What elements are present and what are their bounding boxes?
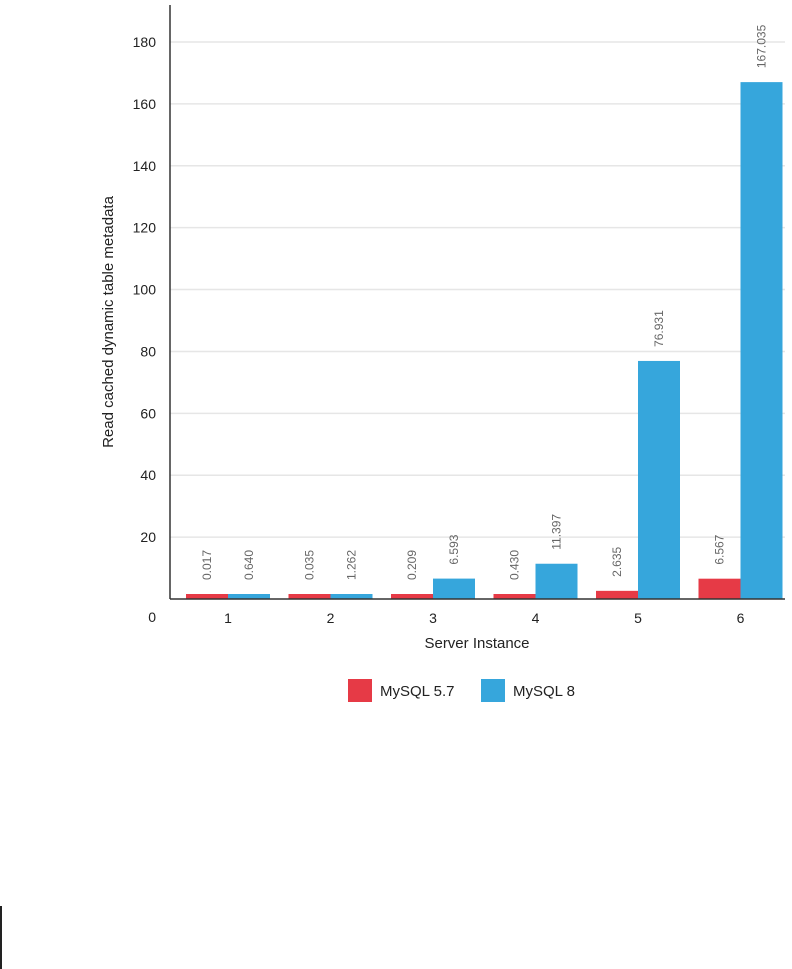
data-label: 2.635 bbox=[610, 546, 624, 576]
bar bbox=[638, 360, 680, 599]
bar bbox=[698, 578, 741, 599]
y-tick-labels: 0 20 40 60 80 100 120 140 160 180 bbox=[133, 34, 157, 625]
x-tick-label: 1 bbox=[224, 610, 232, 626]
y-axis-title: Read cached dynamic table metadata bbox=[100, 195, 117, 447]
x-tick-label: 6 bbox=[737, 610, 745, 626]
data-label: 0.017 bbox=[200, 550, 214, 580]
y-tick-label: 80 bbox=[140, 343, 156, 359]
y-tick-label: 60 bbox=[140, 405, 156, 421]
y-tick-label: 0 bbox=[148, 609, 156, 625]
y-tick-label: 100 bbox=[133, 282, 157, 298]
data-label: 6.567 bbox=[713, 534, 727, 564]
data-label: 76.931 bbox=[652, 310, 666, 347]
y-tick-label: 140 bbox=[133, 158, 157, 174]
data-label: 0.035 bbox=[303, 550, 317, 580]
bar bbox=[330, 594, 373, 599]
axes bbox=[169, 5, 785, 600]
x-tick-label: 4 bbox=[532, 610, 540, 626]
bar bbox=[391, 594, 433, 599]
data-label: 0.209 bbox=[405, 550, 419, 580]
bar bbox=[228, 594, 270, 599]
x-axis-title: Server Instance bbox=[424, 635, 529, 652]
legend-label: MySQL 8 bbox=[513, 683, 575, 700]
bar bbox=[535, 563, 578, 599]
data-label: 6.593 bbox=[447, 534, 461, 564]
data-label: 0.640 bbox=[242, 550, 256, 580]
x-tick-label: 3 bbox=[429, 610, 437, 626]
edge-divider bbox=[0, 906, 2, 969]
x-tick-label: 5 bbox=[634, 610, 642, 626]
legend: MySQL 5.7 MySQL 8 bbox=[348, 679, 575, 702]
data-labels: 0.017 0.640 0.035 1.262 0.209 6.593 0.430 11.39… bbox=[200, 24, 769, 580]
x-tick-labels: 1 2 3 4 5 6 bbox=[224, 610, 745, 626]
bar bbox=[596, 590, 638, 599]
grid-lines bbox=[170, 41, 785, 538]
data-label: 1.262 bbox=[345, 550, 359, 580]
data-label: 0.430 bbox=[508, 550, 522, 580]
y-tick-label: 40 bbox=[140, 467, 156, 483]
bar bbox=[288, 594, 331, 599]
legend-swatch bbox=[348, 679, 372, 702]
bar bbox=[493, 594, 536, 599]
data-label: 11.397 bbox=[550, 514, 564, 550]
bars bbox=[186, 82, 783, 600]
legend-label: MySQL 5.7 bbox=[380, 683, 454, 700]
bar bbox=[740, 82, 783, 600]
data-label: 167.035 bbox=[755, 24, 769, 68]
bar bbox=[186, 594, 228, 599]
y-tick-label: 180 bbox=[133, 34, 157, 50]
legend-swatch bbox=[481, 679, 505, 702]
bar bbox=[433, 578, 475, 599]
x-tick-label: 2 bbox=[327, 610, 335, 626]
y-tick-label: 120 bbox=[133, 220, 157, 236]
y-tick-label: 20 bbox=[140, 529, 156, 545]
y-tick-label: 160 bbox=[133, 96, 157, 112]
